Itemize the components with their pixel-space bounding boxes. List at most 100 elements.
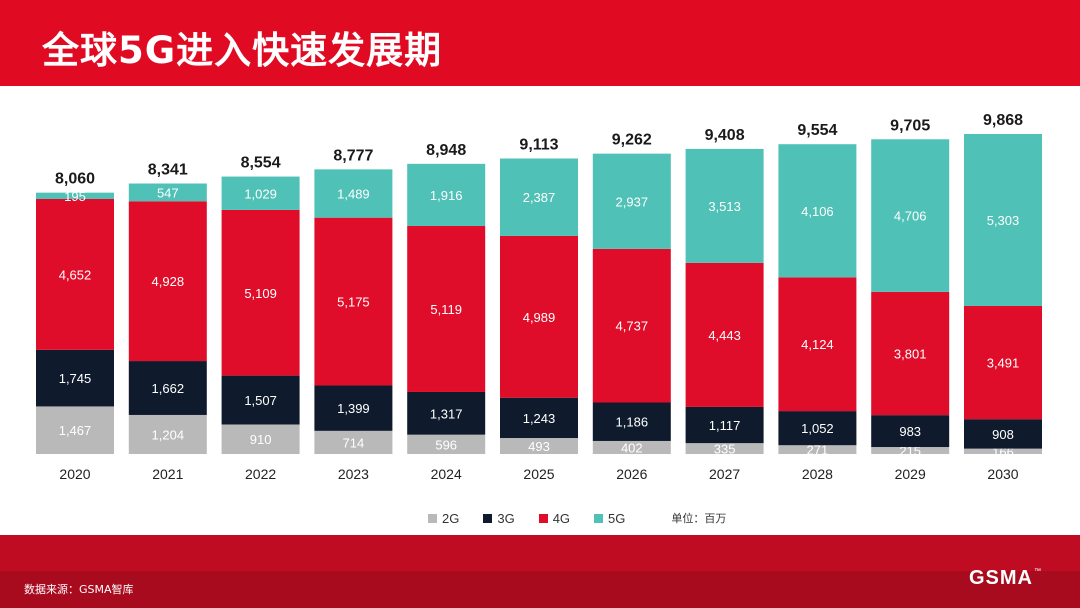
data-label-2g-2029: 215 [899, 444, 921, 459]
bar-segment-5g-2020 [36, 192, 114, 199]
bar-segment-5g-2024 [407, 163, 486, 226]
bar-segment-4g-2030 [964, 305, 1042, 420]
x-tick-label-2021: 2021 [152, 466, 183, 482]
bar-segment-2g-2024 [407, 434, 486, 454]
page-title: 全球5G进入快速发展期 [42, 29, 443, 72]
data-label-2g-2028: 271 [807, 443, 829, 458]
total-label-2029: 9,705 [890, 117, 930, 134]
x-tick-label-2025: 2025 [523, 466, 554, 482]
gsma-logo: GSMA™ [969, 567, 1042, 590]
data-label-3g-2025: 1,243 [523, 411, 556, 426]
legend-label-5g: 5G [608, 510, 626, 526]
data-label-3g-2021: 1,662 [152, 381, 185, 396]
data-label-2g-2023: 714 [343, 435, 365, 450]
data-label-4g-2027: 4,443 [708, 328, 741, 343]
data-label-3g-2022: 1,507 [244, 393, 277, 408]
data-label-2g-2025: 493 [528, 439, 550, 454]
data-label-2g-2021: 1,204 [152, 427, 185, 442]
bar-segment-2g-2029 [871, 447, 950, 454]
data-label-5g-2024: 1,916 [430, 188, 463, 203]
data-label-5g-2025: 2,387 [523, 190, 556, 205]
data-label-3g-2020: 1,745 [59, 371, 92, 386]
data-label-5g-2020: 195 [64, 189, 86, 204]
legend-label-4g: 4G [552, 510, 571, 526]
x-tick-label-2030: 2030 [987, 466, 1018, 482]
bar-segment-5g-2021 [128, 183, 207, 202]
legend-label-3g: 3G [497, 510, 515, 526]
data-label-5g-2028: 4,106 [801, 204, 834, 219]
bar-segment-3g-2028 [778, 411, 857, 446]
data-label-3g-2023: 1,399 [337, 401, 370, 416]
bar-segment-4g-2025 [500, 235, 578, 398]
x-tick-label-2029: 2029 [895, 466, 926, 482]
bar-segment-5g-2025 [500, 158, 578, 236]
data-label-3g-2024: 1,317 [430, 406, 463, 421]
legend-label-2g: 2G [442, 510, 460, 526]
bar-segment-2g-2030 [964, 448, 1042, 454]
total-label-2026: 9,262 [612, 132, 652, 149]
total-label-2021: 8,341 [148, 162, 188, 179]
data-label-3g-2029: 983 [899, 424, 921, 439]
data-label-5g-2022: 1,029 [244, 186, 277, 201]
bar-segment-4g-2023 [314, 217, 393, 386]
data-label-2g-2022: 910 [250, 432, 272, 447]
bar-segment-3g-2021 [128, 361, 207, 415]
gsma-logo-trademark: ™ [1034, 568, 1042, 575]
bar-segment-3g-2030 [964, 419, 1042, 449]
data-label-2g-2020: 1,467 [59, 423, 92, 438]
bar-segment-4g-2029 [871, 291, 950, 416]
total-label-2025: 9,113 [519, 137, 558, 154]
bar-segment-2g-2021 [128, 414, 207, 454]
total-label-2028: 9,554 [797, 122, 837, 139]
total-label-2022: 8,554 [241, 155, 281, 172]
bar-segment-2g-2022 [221, 424, 300, 454]
data-label-4g-2028: 4,124 [801, 337, 834, 352]
bar-segment-3g-2023 [314, 385, 393, 431]
x-tick-label-2026: 2026 [616, 466, 647, 482]
data-label-4g-2030: 3,491 [987, 356, 1020, 371]
data-label-4g-2029: 3,801 [894, 347, 927, 362]
title-banner: 全球5G进入快速发展期 [0, 0, 1080, 86]
chart-legend: 2G 3G 4G 5G 单位：百万 [428, 510, 726, 526]
bar-segment-4g-2020 [36, 198, 114, 350]
total-label-2023: 8,777 [333, 147, 373, 164]
unit-label: 单位：百万 [671, 512, 727, 525]
x-tick-label-2027: 2027 [709, 466, 740, 482]
bar-segment-2g-2020 [36, 406, 114, 454]
bar-segment-4g-2027 [685, 262, 764, 407]
bar-segment-5g-2027 [685, 148, 764, 263]
bar-segment-2g-2028 [778, 445, 857, 454]
bar-segment-4g-2022 [221, 209, 300, 376]
bar-segment-5g-2026 [592, 153, 671, 249]
footer-bar [0, 535, 1080, 608]
source-note: 数据来源：GSMA智库 [24, 583, 134, 596]
bar-segment-5g-2029 [871, 139, 950, 292]
data-label-4g-2021: 4,928 [152, 274, 185, 289]
total-label-2020: 8,060 [55, 171, 95, 188]
gsma-logo-text: GSMA [969, 567, 1033, 589]
total-label-2030: 9,868 [983, 112, 1023, 129]
legend-swatch-3g [483, 513, 493, 523]
legend-item-2g: 2G [428, 511, 459, 526]
data-label-4g-2023: 5,175 [337, 295, 370, 310]
bar-segment-3g-2027 [685, 406, 764, 444]
legend-item-5g: 5G [594, 511, 625, 526]
legend-swatch-2g [428, 513, 437, 523]
data-label-5g-2026: 2,937 [616, 194, 649, 209]
bar-segment-4g-2028 [778, 277, 857, 412]
legend-swatch-4g [538, 513, 548, 523]
bar-segment-3g-2026 [592, 402, 671, 441]
data-label-3g-2027: 1,117 [709, 418, 741, 433]
x-tick-label-2024: 2024 [431, 466, 462, 482]
bar-segment-2g-2027 [685, 443, 764, 454]
data-label-5g-2021: 547 [157, 185, 179, 200]
bar-segment-4g-2026 [592, 248, 671, 403]
total-label-2024: 8,948 [426, 142, 466, 159]
x-tick-label-2023: 2023 [338, 466, 369, 482]
total-label-2027: 9,408 [705, 127, 745, 144]
data-label-5g-2023: 1,489 [337, 187, 370, 202]
legend-item-4g: 4G [538, 510, 571, 526]
bar-segment-3g-2025 [500, 397, 578, 439]
data-label-2g-2027: 335 [714, 442, 736, 457]
